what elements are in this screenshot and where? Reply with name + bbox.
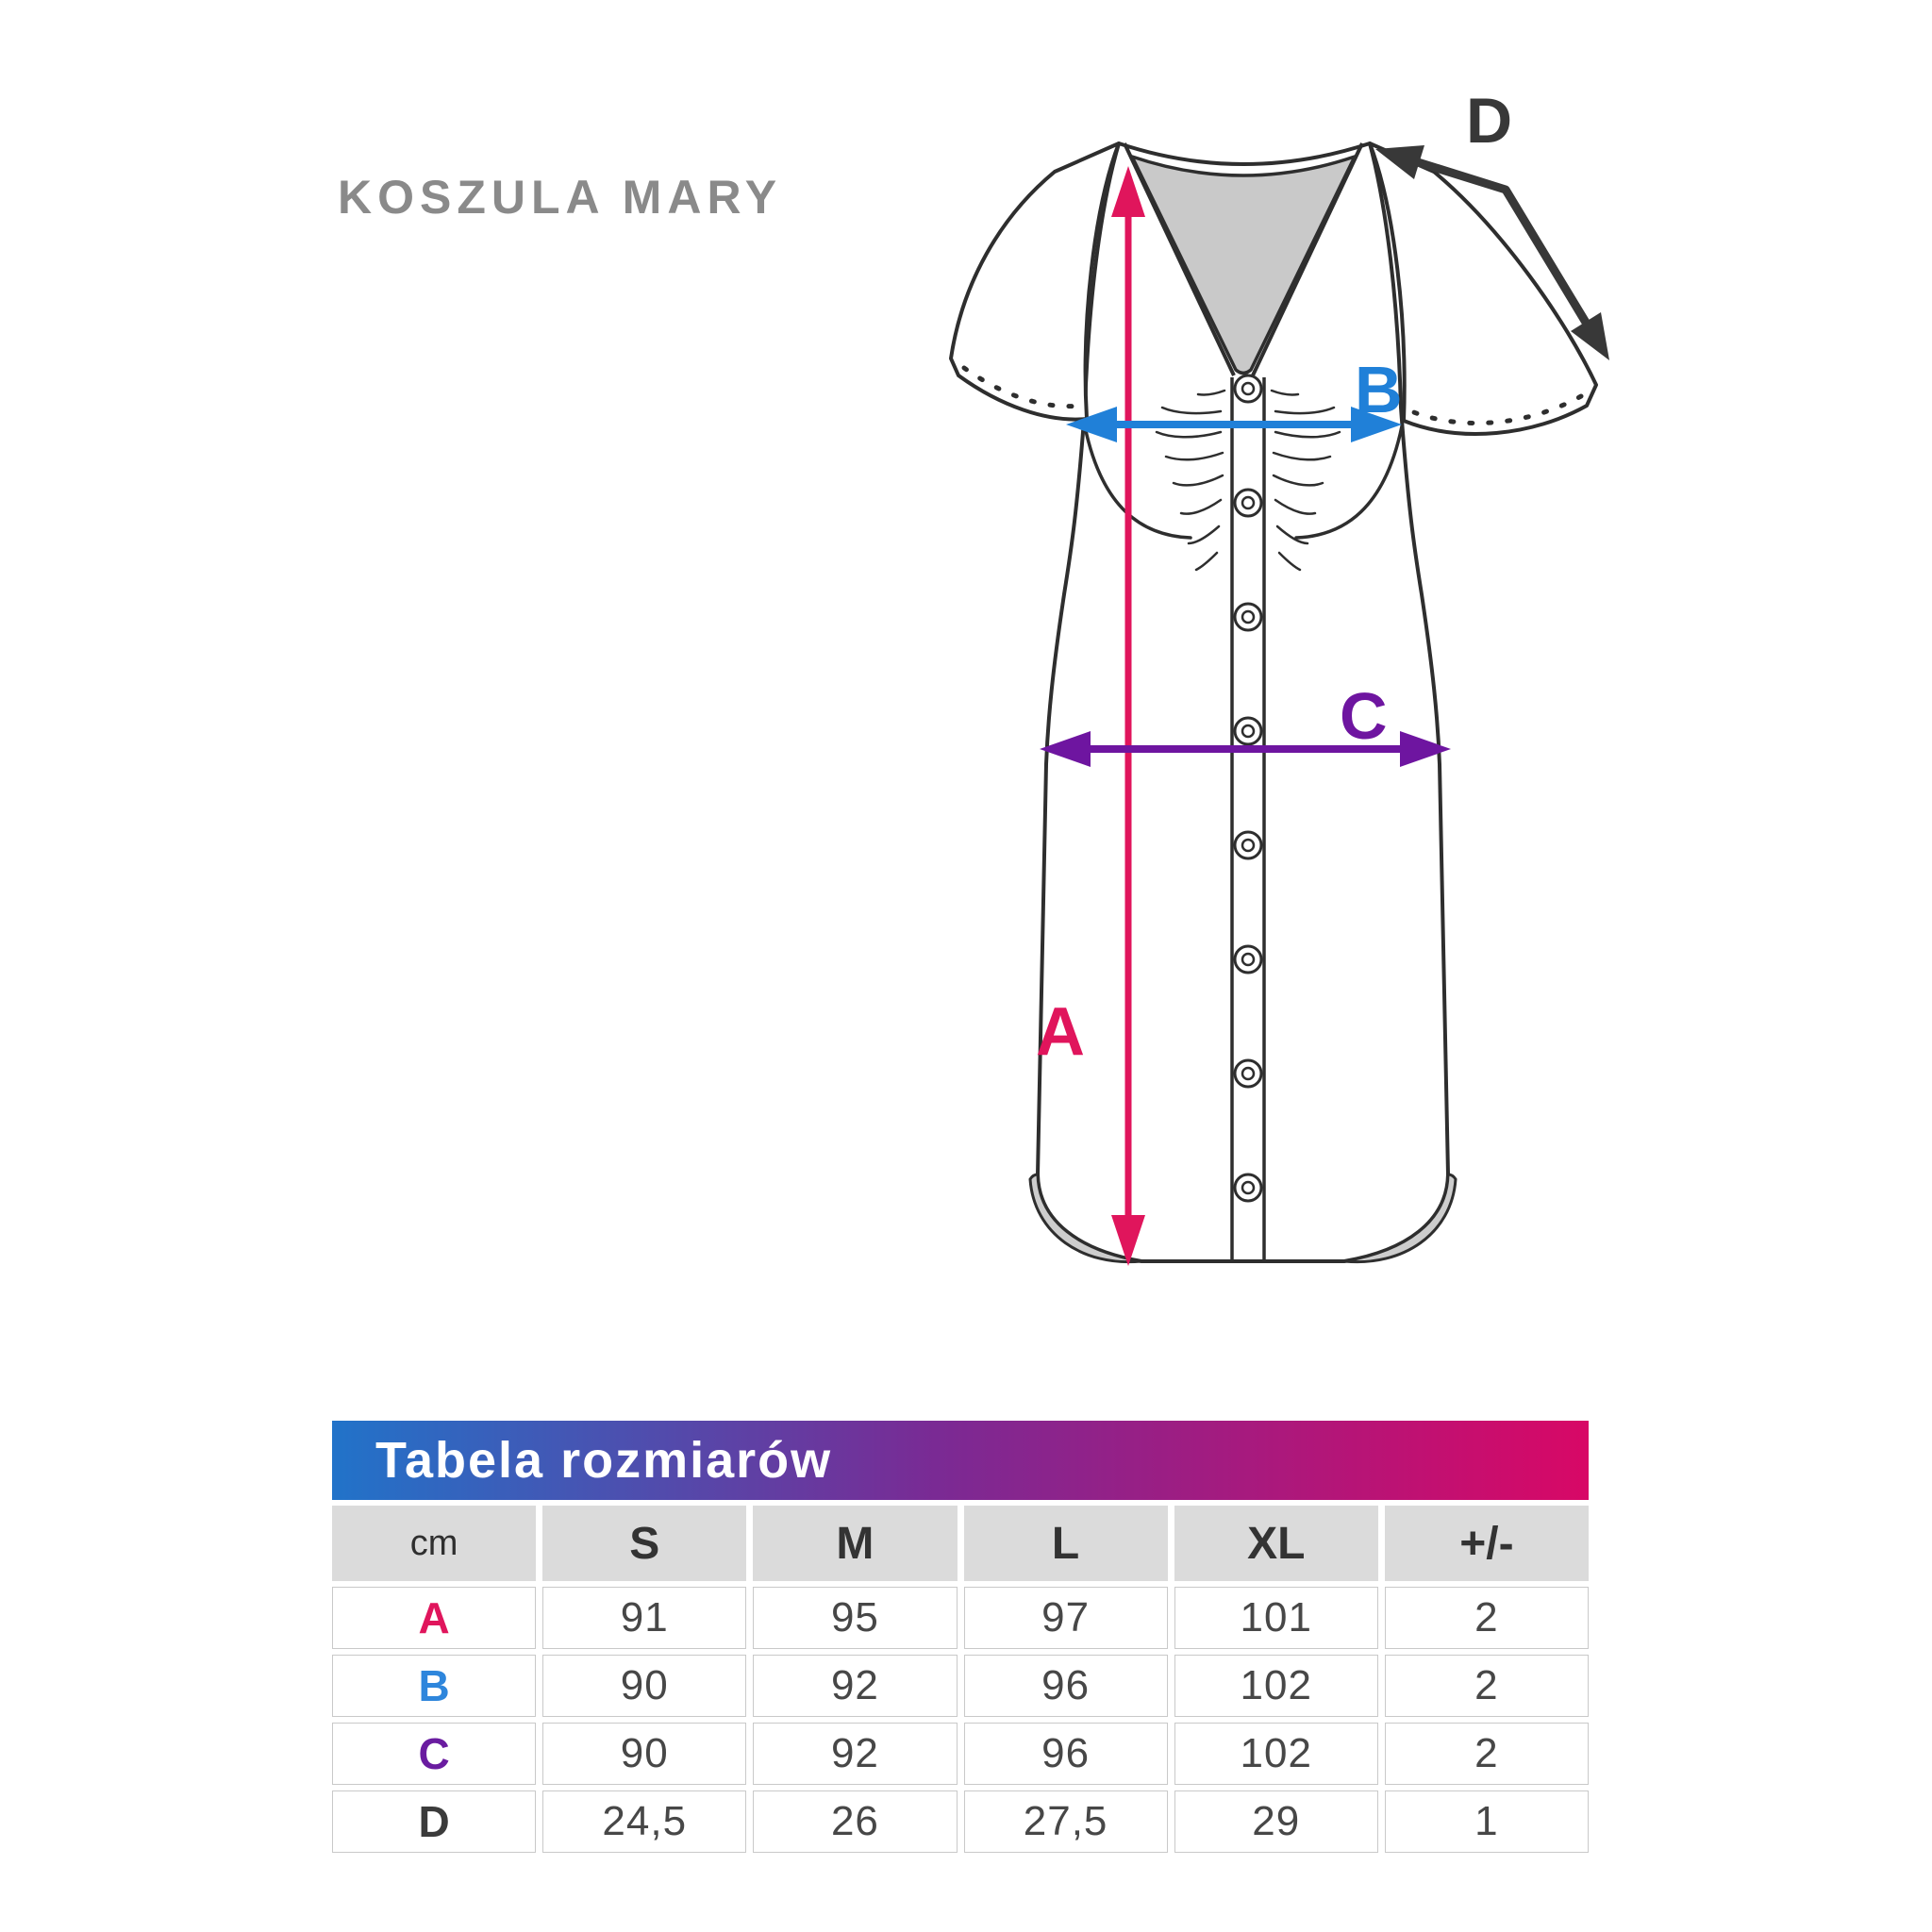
row-label-a: A: [332, 1587, 537, 1649]
length-arrow-a: [1111, 166, 1145, 1266]
table-cell: 97: [963, 1587, 1168, 1649]
row-label-c: C: [332, 1723, 537, 1785]
table-cell: 90: [542, 1655, 747, 1717]
row-label-b: B: [332, 1655, 537, 1717]
row-label-d: D: [332, 1790, 537, 1853]
table-cell: 101: [1174, 1587, 1378, 1649]
table-cell: 2: [1384, 1655, 1589, 1717]
table-cell: 1: [1384, 1790, 1589, 1853]
underbust-arc-right: [1294, 425, 1404, 540]
neck-band-left: [1123, 142, 1236, 376]
hem-slit-right: [1343, 1173, 1457, 1264]
neck-inset: [1130, 155, 1357, 375]
column-header-tolerance: +/-: [1384, 1506, 1589, 1581]
right-sleeve: [1368, 142, 1598, 436]
button-row: [1233, 374, 1263, 1203]
sleeve-arrow-d: [1375, 145, 1609, 360]
table-cell: 92: [753, 1655, 958, 1717]
column-header-s: S: [542, 1506, 747, 1581]
table-cell: 102: [1174, 1655, 1378, 1717]
measurement-label-c: C: [1340, 679, 1388, 753]
table-cell: 26: [753, 1790, 958, 1853]
table-cell: 95: [753, 1587, 958, 1649]
table-cell: 27,5: [963, 1790, 1168, 1853]
table-cell: 29: [1174, 1790, 1378, 1853]
table-cell: 96: [963, 1723, 1168, 1785]
hip-arrow-c: [1040, 731, 1451, 767]
table-cell: 91: [542, 1587, 747, 1649]
measurement-label-d: D: [1466, 85, 1513, 157]
measurement-label-b: B: [1355, 353, 1403, 426]
page-title: KOSZULA MARY: [338, 171, 783, 224]
right-sleeve-stitch: [1408, 393, 1584, 425]
table-cell: 96: [963, 1655, 1168, 1717]
table-cell: 90: [542, 1723, 747, 1785]
unit-header-cell: cm: [332, 1506, 537, 1581]
size-table-grid: cm S M L XL +/- A 91 95 97 101 2 B 90 92…: [332, 1506, 1589, 1853]
table-cell: 102: [1174, 1723, 1378, 1785]
column-header-m: M: [753, 1506, 958, 1581]
left-sleeve-stitch: [961, 365, 1084, 409]
size-table: Tabela rozmiarów cm S M L XL +/- A 91 95…: [332, 1421, 1589, 1853]
table-cell: 2: [1384, 1723, 1589, 1785]
left-sleeve: [949, 142, 1121, 422]
hem-slit-left: [1028, 1173, 1142, 1264]
size-table-title: Tabela rozmiarów: [332, 1421, 1589, 1500]
measurement-label-a: A: [1036, 994, 1085, 1070]
column-header-l: L: [963, 1506, 1168, 1581]
bust-arrow-b: [1066, 407, 1402, 442]
bust-gather-lines: [1155, 389, 1341, 572]
neck-band-right: [1251, 142, 1364, 376]
table-cell: 2: [1384, 1587, 1589, 1649]
table-cell: 92: [753, 1723, 958, 1785]
table-cell: 24,5: [542, 1790, 747, 1853]
column-header-xl: XL: [1174, 1506, 1378, 1581]
